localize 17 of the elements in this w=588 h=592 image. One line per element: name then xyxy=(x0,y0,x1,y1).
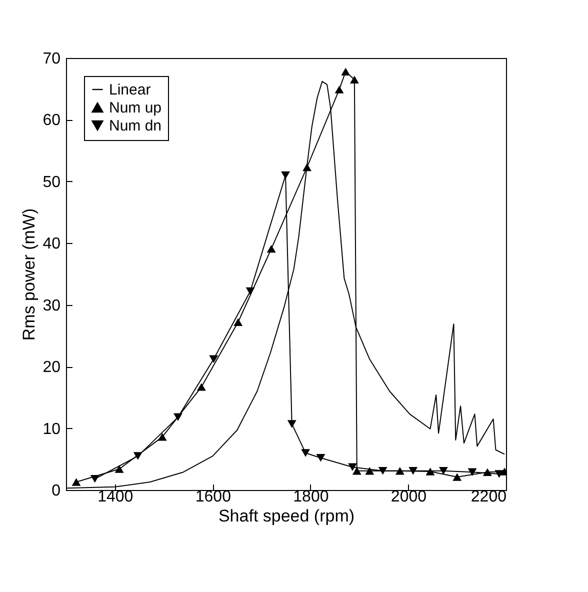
y-tick-label: 0 xyxy=(52,482,61,500)
y-tick-label: 10 xyxy=(42,420,61,438)
x-axis-title: Shaft speed (rpm) xyxy=(218,506,355,526)
x-tick-label: 1400 xyxy=(98,488,134,506)
legend-label: Linear xyxy=(109,82,151,98)
y-tick-label: 50 xyxy=(42,174,61,191)
y-tick-label: 60 xyxy=(42,112,61,130)
legend-label: Num dn xyxy=(109,118,162,134)
y-tick-label: 20 xyxy=(42,359,61,376)
y-tick-label: 30 xyxy=(42,297,61,314)
y-tick-label: 70 xyxy=(42,50,61,68)
x-tick-label: 1800 xyxy=(293,488,329,506)
legend-label: Num up xyxy=(109,100,162,116)
y-tick-label: 40 xyxy=(42,236,61,253)
x-tick-label: 2000 xyxy=(390,488,427,506)
y-axis-title: Rms power (mW) xyxy=(20,208,39,341)
x-tick-label: 1600 xyxy=(195,488,232,506)
